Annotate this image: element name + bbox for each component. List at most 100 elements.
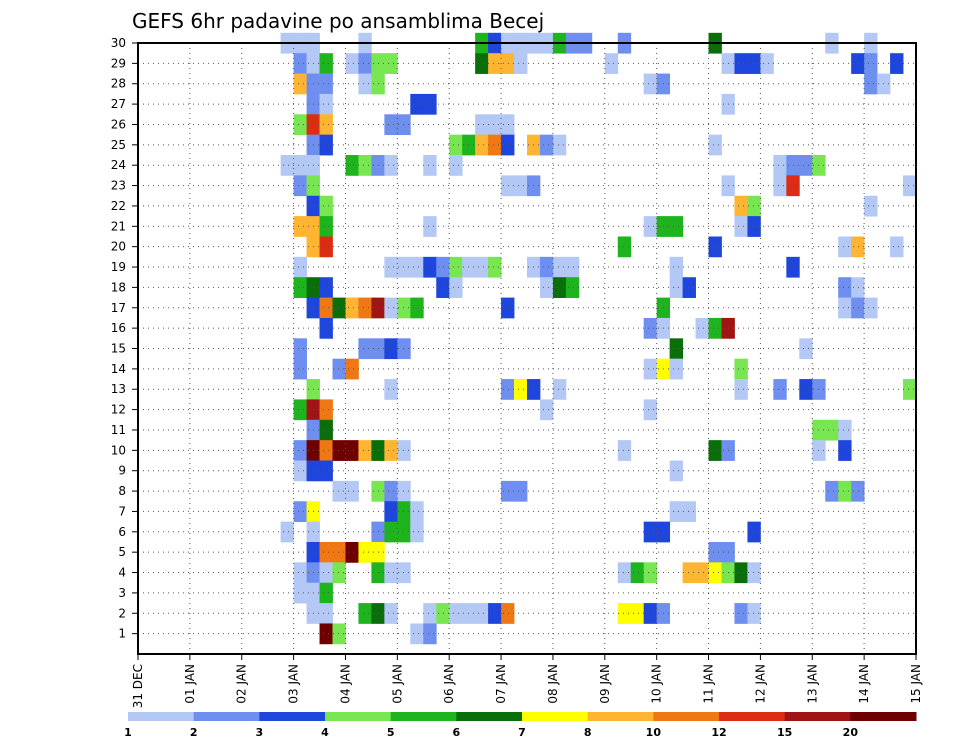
colorbar-swatch xyxy=(719,712,786,721)
heatmap-cell xyxy=(903,175,917,197)
heatmap-cell xyxy=(669,338,683,360)
heatmap-cell xyxy=(552,256,567,278)
heatmap-cell xyxy=(384,155,398,176)
heatmap-cell xyxy=(397,480,411,502)
heatmap-cell xyxy=(682,562,696,584)
heatmap-cell xyxy=(643,216,658,237)
x-tick-label: 12 JAN xyxy=(753,664,767,704)
heatmap-cell xyxy=(488,256,502,278)
heatmap-cell xyxy=(565,256,580,278)
y-tick-label: 2 xyxy=(118,606,126,620)
colorbar-swatch xyxy=(653,712,720,721)
x-tick-label: 13 JAN xyxy=(805,664,819,704)
heatmap-cell xyxy=(643,317,658,339)
heatmap-cell xyxy=(319,216,333,237)
heatmap-cell xyxy=(617,562,632,584)
heatmap-cell xyxy=(384,53,398,74)
y-tick-label: 7 xyxy=(118,504,126,518)
heatmap-cell xyxy=(475,603,489,624)
x-tick-label: 08 JAN xyxy=(546,664,560,704)
y-tick-label: 29 xyxy=(111,56,126,70)
heatmap-cell xyxy=(747,53,761,74)
heatmap-cell xyxy=(449,134,463,156)
heatmap-cell xyxy=(293,358,307,380)
heatmap-cell xyxy=(851,277,865,298)
heatmap-cell xyxy=(384,338,398,360)
heatmap-cell xyxy=(293,582,307,604)
heatmap-cell xyxy=(838,419,852,441)
colorbar-swatch xyxy=(784,712,851,721)
colorbar-swatch xyxy=(587,712,654,721)
y-tick-label: 20 xyxy=(111,240,126,254)
heatmap-cell xyxy=(332,358,346,380)
heatmap-cell xyxy=(501,297,515,319)
heatmap-cell xyxy=(851,297,865,319)
heatmap-cell xyxy=(734,603,748,624)
x-tick-label: 02 JAN xyxy=(235,664,249,704)
heatmap-cell xyxy=(838,236,852,258)
heatmap-cell xyxy=(410,93,424,115)
heatmap-cell xyxy=(734,379,748,400)
heatmap-cell xyxy=(669,501,683,523)
y-axis: 1234567891011121314151617181920212223242… xyxy=(111,36,138,641)
heatmap-cell xyxy=(747,562,761,584)
heatmap-cell xyxy=(734,53,748,74)
heatmap-cell xyxy=(319,440,333,461)
heatmap-cell xyxy=(358,155,372,176)
heatmap-cell xyxy=(747,195,761,217)
colorbar-swatch xyxy=(456,712,523,721)
y-tick-label: 22 xyxy=(111,199,126,213)
heatmap-cell xyxy=(358,440,372,461)
heatmap-cell xyxy=(423,93,437,115)
heatmap-cell xyxy=(708,317,722,339)
heatmap-cell xyxy=(397,297,411,319)
heatmap-cell xyxy=(319,236,333,258)
heatmap-cell xyxy=(799,379,813,400)
colorbar-swatch xyxy=(390,712,457,721)
heatmap-cell xyxy=(708,134,722,156)
heatmap-cell xyxy=(799,338,813,360)
heatmap-cell xyxy=(293,114,307,136)
heatmap-cell xyxy=(358,603,372,624)
y-tick-label: 12 xyxy=(111,403,126,417)
heatmap-cell xyxy=(695,562,709,584)
colorbar-swatch xyxy=(128,712,195,721)
heatmap-cell xyxy=(436,277,450,298)
heatmap-cell xyxy=(864,53,878,74)
x-tick-label: 01 JAN xyxy=(183,664,197,704)
heatmap-cell xyxy=(488,53,502,74)
heatmap-cell xyxy=(384,603,398,624)
heatmap-cell xyxy=(410,297,424,319)
heatmap-cell xyxy=(293,73,307,95)
colorbar-label: 4 xyxy=(321,726,329,739)
heatmap-cell xyxy=(643,521,658,543)
heatmap-cell xyxy=(397,114,411,136)
y-tick-label: 15 xyxy=(111,342,126,356)
heatmap-cell xyxy=(319,419,333,441)
heatmap-cell xyxy=(669,460,683,482)
y-tick-label: 21 xyxy=(111,219,126,233)
heatmap-cell xyxy=(488,603,502,624)
heatmap-cell xyxy=(358,297,372,319)
heatmap-cell xyxy=(552,277,567,298)
heatmap-cell xyxy=(449,603,463,624)
colorbar-label: 10 xyxy=(646,726,662,739)
heatmap-cell xyxy=(617,236,632,258)
heatmap-cell xyxy=(708,541,722,563)
heatmap-cell xyxy=(475,53,489,74)
heatmap-cell xyxy=(669,277,683,298)
colorbar-label: 7 xyxy=(518,726,526,739)
heatmap-cell xyxy=(565,277,580,298)
heatmap-cell xyxy=(332,562,346,584)
colorbar-legend: 1 2 3 4 5 6 7 8 10 12 15 20 xyxy=(124,712,917,739)
heatmap-cell xyxy=(552,379,567,400)
y-tick-label: 25 xyxy=(111,138,126,152)
heatmap-cell xyxy=(864,73,878,95)
heatmap-cell xyxy=(384,114,398,136)
heatmap-cell xyxy=(319,541,333,563)
colorbar-label: 5 xyxy=(387,726,395,739)
chart-title: GEFS 6hr padavine po ansamblima Becej xyxy=(132,9,544,33)
y-tick-label: 13 xyxy=(111,382,126,396)
y-tick-label: 24 xyxy=(111,158,126,172)
